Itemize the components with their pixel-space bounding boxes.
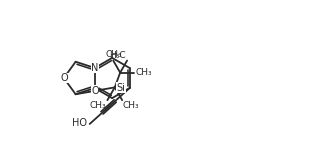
Text: O: O (91, 86, 99, 96)
Text: CH₃: CH₃ (89, 101, 106, 110)
Text: H₃C: H₃C (109, 51, 126, 60)
Text: CH₃: CH₃ (135, 68, 152, 77)
Text: HO: HO (72, 118, 87, 128)
Text: Si: Si (116, 83, 126, 93)
Text: O: O (61, 73, 68, 83)
Text: CH₃: CH₃ (123, 101, 139, 110)
Text: CH₃: CH₃ (106, 50, 122, 59)
Text: N: N (91, 63, 99, 73)
